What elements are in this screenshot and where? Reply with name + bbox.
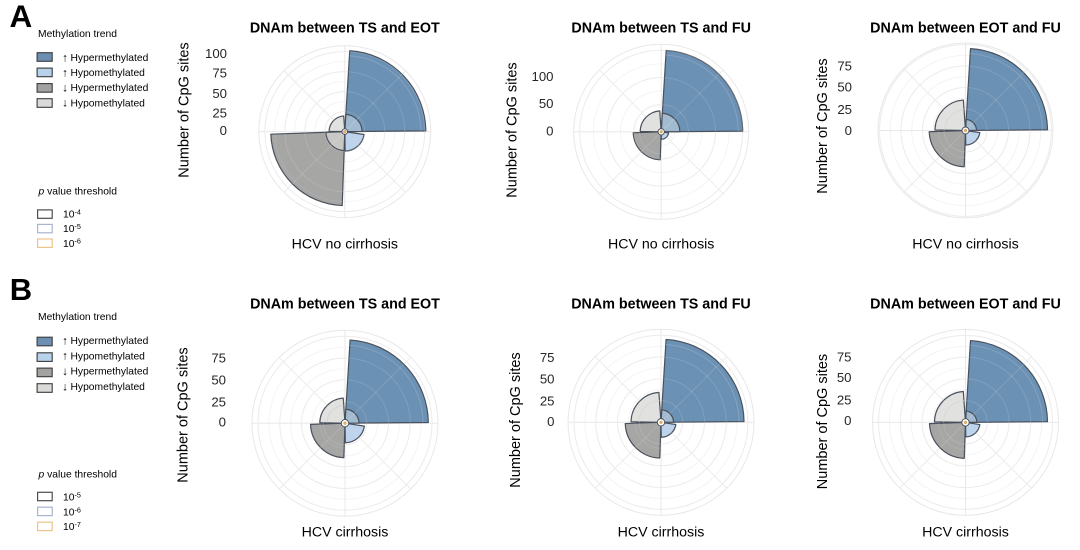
svg-text:Hypomethylated: Hypomethylated: [71, 382, 146, 393]
svg-text:Number of CpG sites: Number of CpG sites: [504, 62, 520, 197]
svg-text:100: 100: [205, 46, 227, 61]
svg-text:HCV no cirrhosis: HCV no cirrhosis: [912, 237, 1018, 253]
svg-text:DNAm between TS and EOT: DNAm between TS and EOT: [250, 297, 440, 313]
svg-text:25: 25: [212, 106, 227, 121]
svg-text:Hypomethylated: Hypomethylated: [71, 351, 146, 362]
svg-text:50: 50: [837, 80, 852, 95]
svg-text:↑: ↑: [62, 52, 68, 64]
svg-text:Hypomethylated: Hypomethylated: [71, 68, 146, 79]
svg-text:p value threshold: p value threshold: [38, 470, 118, 481]
svg-text:HCV cirrhosis: HCV cirrhosis: [618, 525, 705, 541]
svg-text:75: 75: [837, 59, 852, 74]
svg-text:0: 0: [547, 414, 554, 429]
svg-text:75: 75: [540, 350, 555, 365]
svg-text:50: 50: [837, 370, 852, 385]
svg-text:Hypermethylated: Hypermethylated: [71, 83, 149, 94]
svg-text:0: 0: [844, 413, 851, 428]
svg-text:B: B: [10, 272, 32, 307]
svg-text:Hypermethylated: Hypermethylated: [71, 336, 149, 347]
svg-text:HCV no cirrhosis: HCV no cirrhosis: [292, 237, 398, 253]
svg-text:Number of CpG sites: Number of CpG sites: [176, 42, 192, 177]
svg-text:DNAm between TS and FU: DNAm between TS and FU: [571, 21, 751, 37]
svg-text:Number of CpG sites: Number of CpG sites: [815, 58, 831, 193]
svg-text:↓: ↓: [62, 381, 68, 393]
svg-text:↓: ↓: [62, 98, 68, 110]
svg-text:0: 0: [845, 123, 852, 138]
svg-text:Hypomethylated: Hypomethylated: [71, 98, 146, 109]
svg-text:p value threshold: p value threshold: [38, 187, 118, 198]
svg-text:50: 50: [539, 96, 554, 111]
svg-text:↑: ↑: [62, 67, 68, 79]
svg-text:100: 100: [531, 69, 553, 84]
svg-text:DNAm between EOT and FU: DNAm between EOT and FU: [870, 297, 1061, 313]
svg-text:↓: ↓: [62, 83, 68, 95]
svg-text:50: 50: [212, 86, 227, 101]
svg-text:25: 25: [540, 394, 555, 409]
svg-text:DNAm between TS and EOT: DNAm between TS and EOT: [250, 21, 440, 37]
svg-text:DNAm between EOT and FU: DNAm between EOT and FU: [870, 21, 1061, 37]
svg-text:Hypermethylated: Hypermethylated: [71, 367, 149, 378]
svg-text:25: 25: [211, 394, 226, 409]
svg-text:HCV no cirrhosis: HCV no cirrhosis: [608, 237, 714, 253]
svg-text:↑: ↑: [62, 335, 68, 347]
svg-text:Hypermethylated: Hypermethylated: [71, 53, 149, 64]
svg-text:HCV cirrhosis: HCV cirrhosis: [922, 525, 1009, 541]
svg-text:Number of CpG sites: Number of CpG sites: [175, 347, 191, 482]
svg-text:↓: ↓: [62, 366, 68, 378]
svg-text:25: 25: [837, 102, 852, 117]
svg-text:HCV cirrhosis: HCV cirrhosis: [302, 525, 389, 541]
svg-text:Methylation trend: Methylation trend: [38, 312, 117, 323]
svg-text:75: 75: [837, 350, 852, 365]
svg-text:A: A: [10, 0, 33, 34]
svg-text:75: 75: [211, 350, 226, 365]
svg-text:↑: ↑: [62, 351, 68, 363]
svg-text:Methylation trend: Methylation trend: [38, 29, 117, 40]
svg-text:75: 75: [212, 66, 227, 81]
svg-text:25: 25: [837, 393, 852, 408]
svg-text:50: 50: [211, 372, 226, 387]
svg-text:Number of CpG sites: Number of CpG sites: [815, 354, 831, 489]
svg-text:0: 0: [220, 123, 227, 138]
svg-text:Number of CpG sites: Number of CpG sites: [508, 352, 524, 487]
svg-text:0: 0: [546, 123, 553, 138]
svg-text:50: 50: [540, 372, 555, 387]
svg-text:0: 0: [219, 415, 226, 430]
svg-text:DNAm between TS and FU: DNAm between TS and FU: [571, 297, 751, 313]
